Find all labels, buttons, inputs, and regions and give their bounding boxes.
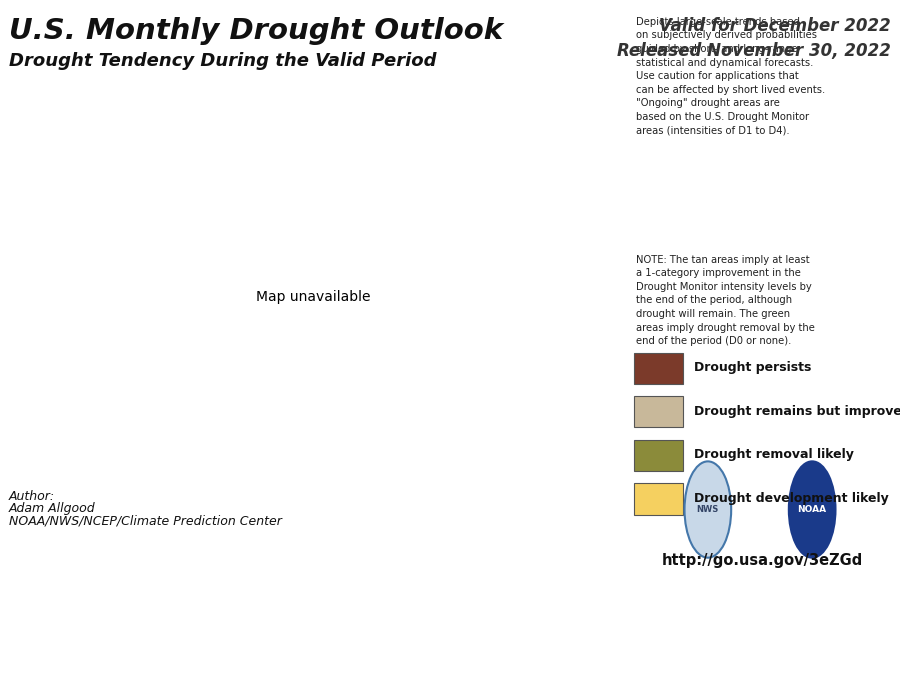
Text: NOAA: NOAA [797, 505, 827, 514]
Circle shape [685, 461, 731, 557]
Text: Drought development likely: Drought development likely [694, 492, 889, 505]
Text: Map unavailable: Map unavailable [256, 290, 370, 304]
Bar [634, 484, 683, 514]
Bar [634, 396, 683, 427]
Text: Valid for December 2022: Valid for December 2022 [659, 17, 891, 35]
Bar [634, 352, 683, 384]
Text: NOAA/NWS/NCEP/Climate Prediction Center: NOAA/NWS/NCEP/Climate Prediction Center [9, 515, 282, 528]
Bar [634, 440, 683, 471]
Text: Released November 30, 2022: Released November 30, 2022 [617, 42, 891, 60]
Text: Drought removal likely: Drought removal likely [694, 448, 854, 461]
Text: U.S. Monthly Drought Outlook: U.S. Monthly Drought Outlook [9, 17, 503, 45]
Circle shape [788, 461, 835, 557]
Text: NOTE: The tan areas imply at least
a 1-category improvement in the
Drought Monit: NOTE: The tan areas imply at least a 1-c… [636, 254, 815, 346]
Text: NWS: NWS [697, 505, 719, 514]
Text: http://go.usa.gov/3eZGd: http://go.usa.gov/3eZGd [662, 553, 863, 568]
Text: Adam Allgood: Adam Allgood [9, 502, 95, 516]
Text: Drought remains but improves: Drought remains but improves [694, 404, 900, 418]
Text: Drought Tendency During the Valid Period: Drought Tendency During the Valid Period [9, 52, 436, 70]
Text: Depicts large-scale trends based
on subjectively derived probabilities
guided by: Depicts large-scale trends based on subj… [636, 17, 825, 136]
Text: Author:: Author: [9, 490, 55, 503]
Text: Drought persists: Drought persists [694, 361, 812, 374]
